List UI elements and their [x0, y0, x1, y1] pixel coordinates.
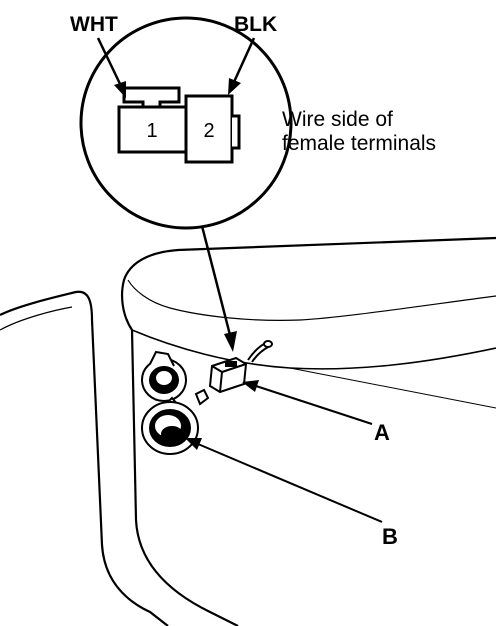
callout-a-label: A [374, 420, 390, 445]
body-panel-contour [127, 279, 496, 321]
left-trim-inner-edge [0, 306, 73, 331]
callout-a-arrow [242, 380, 373, 425]
callout-b-label: B [382, 524, 398, 549]
body-panel-shelf-bottom [289, 367, 496, 409]
connector-caption-line-1: Wire side of [282, 108, 393, 131]
side-latch [232, 114, 241, 150]
zoom-pointer-arrow [200, 225, 237, 352]
wire-white-arrow [96, 37, 126, 98]
harness-connector-a [208, 340, 273, 394]
power-socket-b [141, 350, 210, 455]
body-panel-outline [121, 236, 496, 626]
callout-b-arrow [185, 438, 383, 523]
connector-caption-line-2: female terminals [282, 132, 436, 155]
terminal-2-number: 2 [203, 120, 214, 142]
body-panel-shelf-edge [131, 329, 496, 370]
wire-white-label: WHT [70, 13, 118, 36]
wire-black-label: BLK [234, 13, 277, 36]
wire-black-arrow [228, 37, 256, 95]
connector-face [117, 86, 241, 164]
left-trim-panel [0, 290, 169, 626]
terminal-1-number: 1 [146, 120, 157, 142]
